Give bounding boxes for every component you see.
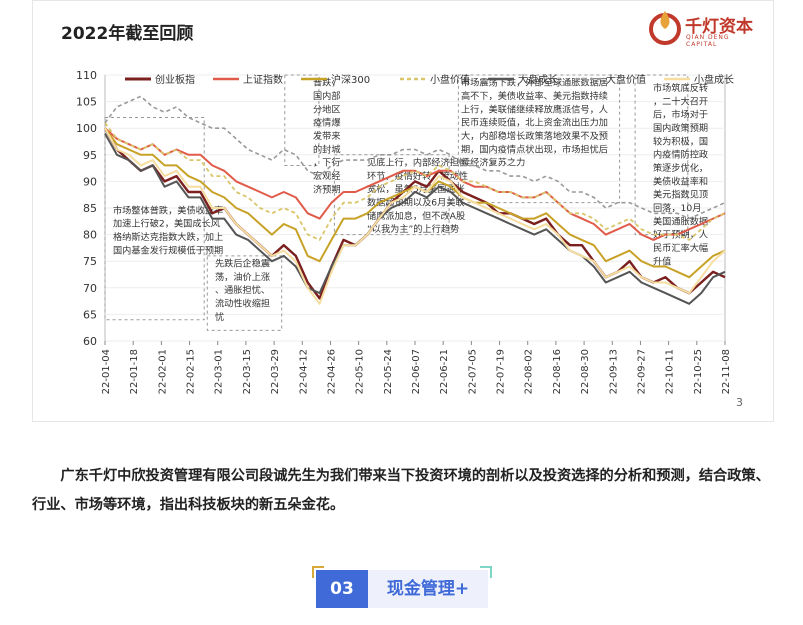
- series-line-1: [103, 127, 726, 300]
- annotation-text: 市场筑底反转，二十大召开后，市场对于国内政策预期较为积极，国内疫情防控政策逐步优…: [653, 82, 708, 267]
- y-tick-label: 105: [76, 96, 97, 109]
- report-slide: 2022年截至回顾 千灯资本 QIAN DENG CAPITAL 60 65 70 7…: [32, 0, 774, 422]
- x-tick-label: 22-05-24: [383, 349, 394, 394]
- x-tick-label: 22-03-29: [270, 349, 281, 394]
- x-tick-label: 22-11-08: [721, 349, 732, 394]
- series-line-6: [104, 95, 726, 220]
- bracket-decoration: [312, 566, 324, 578]
- x-tick-label: 22-02-15: [186, 349, 197, 394]
- x-tick-label: 22-10-11: [665, 349, 676, 394]
- y-tick-label: 95: [83, 149, 97, 162]
- series-line-7: [104, 127, 726, 305]
- x-tick-label: 22-04-26: [326, 349, 337, 394]
- annotation-box: [206, 255, 283, 331]
- x-tick-label: 22-07-05: [467, 349, 478, 394]
- annotation-text: 市场震荡下跌，外部全球通胀数据居高不下，美债收益率、美元指数持续上行，美联储继续…: [461, 77, 608, 169]
- y-tick-label: 90: [83, 175, 97, 188]
- annotation-box: [457, 74, 621, 204]
- x-tick-label: 22-03-01: [214, 349, 225, 394]
- legend-label: 创业板指: [155, 73, 195, 86]
- legend-label: 小盘价值: [430, 73, 470, 86]
- y-tick-label: 60: [83, 335, 97, 348]
- legend-label: 大盘价值: [606, 73, 646, 86]
- index-performance-chart: 60 65 70 75 80 85 90 95 100 105 110 22-01-04 22-01-1…: [76, 69, 734, 394]
- section-number: 03: [316, 570, 368, 608]
- x-tick-label: 22-07-19: [496, 349, 507, 394]
- series-line-5: [104, 133, 726, 305]
- y-tick-label: 70: [83, 282, 97, 295]
- qiandeng-logo-icon: [649, 11, 681, 45]
- x-tick-label: 22-03-15: [242, 349, 253, 394]
- annotation-text: 见底上行，内部经济担忧环节，疫情好转，流动性宽松，虽然5月美国通胀数据超预期以及…: [367, 156, 468, 235]
- series-line-4: [104, 122, 726, 241]
- y-tick-label: 85: [83, 202, 97, 215]
- x-tick-label: 22-08-16: [552, 349, 563, 394]
- annotation-text: 市场整体普跌，美债收益率加速上行破2，美国成长风格纳斯达克指数大跌，加上国内基金…: [113, 204, 223, 256]
- legend-label: 大盘成长: [518, 73, 558, 86]
- legend-label: 沪深300: [331, 73, 370, 86]
- logo-subtitle: QIAN DENG CAPITAL: [686, 34, 730, 48]
- x-tick-label: 22-01-18: [129, 349, 140, 394]
- bracket-decoration: [480, 566, 492, 578]
- annotation-text: 普跌，国内部分地区疫情爆发带来的封城，下行宏观经济预期: [313, 77, 341, 196]
- x-tick-label: 22-02-01: [157, 349, 168, 394]
- x-tick-label: 22-09-27: [636, 349, 647, 394]
- page-number: 3: [736, 396, 743, 409]
- y-tick-label: 65: [83, 308, 97, 321]
- x-tick-label: 22-06-21: [439, 349, 450, 394]
- x-tick-label: 22-09-13: [608, 349, 619, 394]
- y-tick-label: 110: [76, 69, 97, 82]
- x-tick-label: 22-05-10: [355, 349, 366, 394]
- x-tick-label: 22-06-07: [411, 349, 422, 394]
- section-label: 现金管理+: [368, 570, 488, 608]
- logo-name: 千灯资本: [685, 17, 753, 37]
- series-line-2: [104, 127, 726, 241]
- annotation-box: [284, 74, 320, 166]
- annotation-box: [333, 154, 450, 236]
- section-heading: 03 现金管理+: [312, 566, 492, 608]
- x-tick-label: 22-04-12: [298, 349, 309, 394]
- x-tick-label: 22-08-02: [524, 349, 535, 394]
- annotation-text: 先跌后企稳震荡，油价上涨、通胀担忧、流动性收缩担忧: [215, 258, 270, 323]
- y-tick-label: 75: [83, 255, 97, 268]
- annotation-box: [634, 74, 689, 236]
- y-tick-label: 100: [76, 122, 97, 135]
- annotation-box: [104, 117, 205, 321]
- legend-label: 小盘成长: [694, 73, 734, 86]
- x-tick-label: 22-01-04: [101, 349, 112, 394]
- legend-label: 上证指数: [243, 73, 283, 86]
- qiandeng-logo: 千灯资本 QIAN DENG CAPITAL: [647, 7, 761, 51]
- x-tick-label: 22-10-25: [693, 349, 704, 394]
- slide-title: 2022年截至回顾: [61, 24, 194, 44]
- y-tick-label: 80: [83, 229, 97, 242]
- body-paragraph: 广东千灯中欣投资管理有限公司段诚先生为我们带来当下投资环境的剖析以及投资选择的分…: [32, 468, 770, 513]
- x-tick-label: 22-08-30: [580, 349, 591, 394]
